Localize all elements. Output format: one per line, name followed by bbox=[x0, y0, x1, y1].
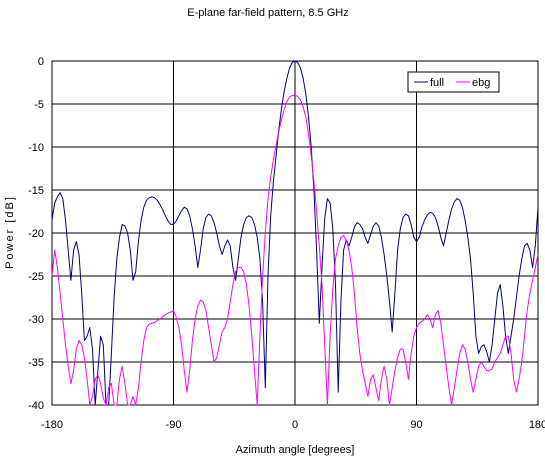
y-tick-label: -40 bbox=[28, 400, 44, 412]
y-tick-label: -25 bbox=[28, 271, 44, 283]
legend: full ebg bbox=[407, 71, 500, 93]
grid bbox=[51, 60, 539, 406]
y-tick-label: -20 bbox=[28, 228, 44, 240]
x-tick-label: 0 bbox=[292, 419, 298, 431]
x-tick-label: -180 bbox=[41, 419, 63, 431]
legend-label-ebg: ebg bbox=[472, 77, 490, 89]
x-axis-label: Azimuth angle [degrees] bbox=[236, 444, 355, 456]
series-line-full bbox=[51, 60, 539, 406]
y-tick-label: 0 bbox=[38, 56, 44, 68]
chart-title: E-plane far-field pattern, 8.5 GHz bbox=[187, 7, 348, 19]
y-tick-label: -15 bbox=[28, 185, 44, 197]
y-tick-label: -35 bbox=[28, 357, 44, 369]
legend-label-full: full bbox=[430, 77, 444, 89]
y-tick-label: -5 bbox=[34, 99, 44, 111]
x-tick-label: 180 bbox=[529, 419, 545, 431]
series-layer bbox=[51, 60, 539, 406]
x-tick-label: 90 bbox=[410, 419, 422, 431]
y-axis-label: Power [dB] bbox=[4, 195, 16, 269]
series-line-ebg bbox=[51, 94, 539, 406]
y-tick-label: -10 bbox=[28, 142, 44, 154]
y-tick-label: -30 bbox=[28, 314, 44, 326]
x-tick-label: -90 bbox=[166, 419, 182, 431]
tick-labels: 0 -5 -10 -15 -20 -25 -30 -35 -40 -180 -90 0 90 180 bbox=[28, 56, 545, 431]
legend-box bbox=[407, 71, 500, 93]
